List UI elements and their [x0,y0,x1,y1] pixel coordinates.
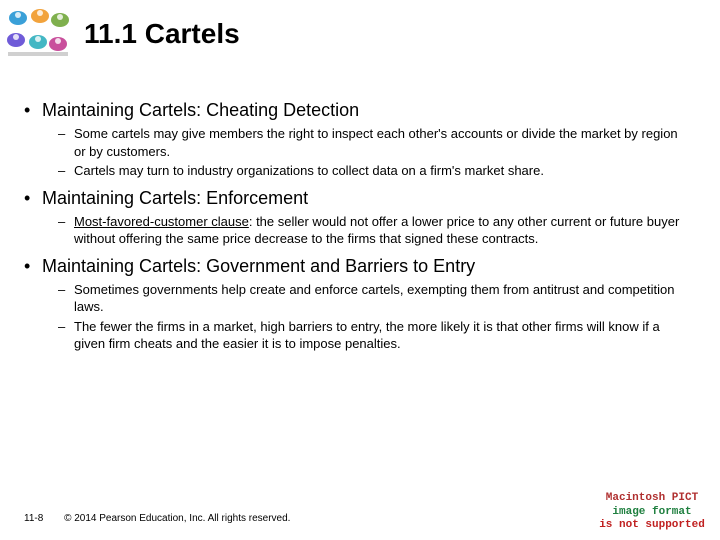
slide-logo [4,6,74,64]
bullet-item: Cartels may turn to industry organizatio… [58,162,690,180]
section-heading: Maintaining Cartels: Cheating Detection [24,100,690,121]
bullet-item: The fewer the firms in a market, high ba… [58,318,690,353]
section-heading: Maintaining Cartels: Government and Barr… [24,256,690,277]
page-number: 11-8 [24,513,43,524]
pict-warning-line: Macintosh PICT [592,492,712,505]
pict-warning-line: is not supported [592,519,712,532]
pict-warning-line: image format [592,506,712,519]
pict-warning: Macintosh PICT image format is not suppo… [592,492,712,532]
bullet-item: Some cartels may give members the right … [58,125,690,160]
slide-body: Maintaining Cartels: Cheating Detection … [24,100,690,361]
bullet-item: Sometimes governments help create and en… [58,281,690,316]
slide-footer: 11-8 © 2014 Pearson Education, Inc. All … [24,513,290,524]
section-heading: Maintaining Cartels: Enforcement [24,188,690,209]
slide-title: 11.1 Cartels [84,18,240,50]
copyright-text: © 2014 Pearson Education, Inc. All right… [64,513,290,524]
mfc-clause-term: Most-favored-customer clause [74,214,249,229]
bullet-item: Most-favored-customer clause: the seller… [58,213,690,248]
